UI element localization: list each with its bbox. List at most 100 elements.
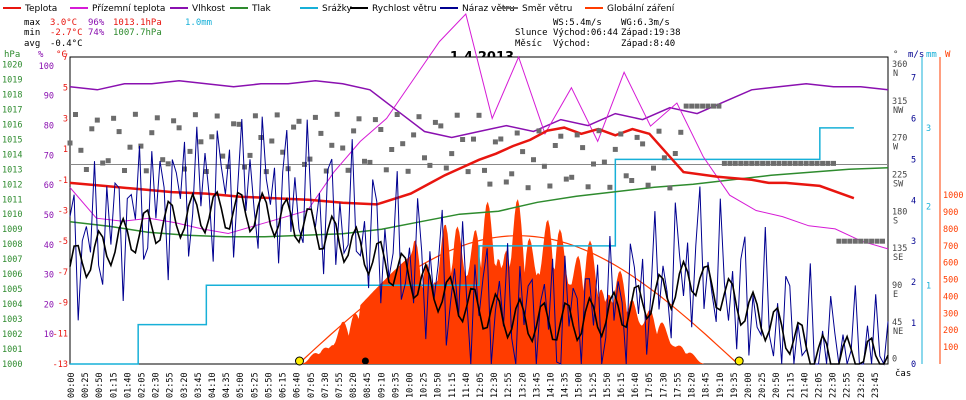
wind-dir-point [329,142,335,148]
radiation-area [301,199,704,364]
moonset-marker [361,357,369,365]
wind-dir-point [318,130,324,136]
wind-gust-line [69,116,889,366]
wind-dir-point [400,141,406,147]
wind-dir-point [601,159,607,165]
wind-dir-point [847,238,853,244]
stat-min-temp: -2.7°C [50,28,83,38]
wind-dir-point [503,179,509,185]
wind-dir-point [138,143,144,149]
ws-text: WS:5.4m/s [553,18,602,28]
x-tick-label: 19:10 [716,372,726,398]
temp-tick: -13 [53,360,68,370]
wind-dir-point [836,238,842,244]
wind-dir-point [83,167,89,172]
wind-dir-point [558,133,564,139]
wind-dir-point [814,160,820,166]
axis-name-wind: m/s [908,50,924,60]
x-tick-label: 15:25 [589,372,599,398]
wind-dir-point [765,160,771,166]
temp-tick: 3 [63,114,68,124]
x-tick-label: 18:20 [688,372,698,398]
x-tick-label: 12:55 [504,372,514,398]
temp-tick: -11 [53,329,68,339]
legend-label: Tlak [251,4,272,14]
pressure-tick: 1015 [2,135,22,145]
wind-tick: 1 [911,319,916,329]
temp-tick: -5 [58,237,68,247]
wind-speed-line [69,190,889,365]
pressure-tick: 1016 [2,120,22,130]
wind-dir-point [787,160,793,166]
wind-dir-point [509,171,515,177]
wind-dir-point [372,117,378,123]
legend-label: Teplota [24,4,57,14]
stat-max-hum: 96% [88,18,105,28]
radiation-tick: 300 [943,309,958,319]
temp-tick: -7 [58,268,68,278]
wind-dir-point [738,160,744,166]
wind-dir-point [700,103,706,109]
temp-tick: 5 [63,84,68,94]
x-tick-label: 00:25 [81,372,91,398]
wind-tick: 3 [911,237,916,247]
radiation-tick: 900 [943,208,958,218]
radiation-tick: 600 [943,259,958,269]
legend-item: Vlhkost [170,4,225,14]
wind-dir-point [852,238,858,244]
wind-dir-point [694,103,700,109]
precip-tick: 3 [926,124,931,134]
pressure-tick: 1004 [2,300,22,310]
radiation-tick: 200 [943,326,958,336]
wind-dir-point [127,144,133,150]
wind-dir-point [781,160,787,166]
x-tick-label: 13:45 [532,372,542,398]
wind-dir-point [143,168,149,174]
x-tick-label: 14:35 [561,372,571,398]
x-tick-label: 07:55 [335,372,345,398]
wind-dir-point [67,140,73,146]
humidity-line [69,80,889,139]
wind-dir-point [171,118,177,124]
direction-name: SW [893,180,904,190]
wind-dir-point [541,163,547,169]
wind-dir-point [378,127,384,132]
x-tick-label: 16:15 [617,372,627,398]
wind-dir-point [160,157,166,163]
stats-block: max 3.0°C 96% 1013.1hPa 1.0mm min -2.7°C 74% 100… [24,18,212,49]
wind-dir-point [820,160,826,166]
wind-dir-point [531,157,536,163]
wind-dir-point [416,114,422,120]
wind-dir-point [465,169,471,175]
legend-label: Přízemní teplota [92,4,165,14]
x-tick-label: 13:20 [518,372,528,398]
wind-dir-point [623,173,629,179]
pressure-tick: 1000 [2,360,22,370]
wind-dir-point [192,112,198,118]
wind-dir-point [443,165,449,171]
legend-item: Srážky [300,4,353,14]
wind-dir-point [105,158,111,164]
wind-dir-point [116,129,122,135]
wind-dir-point [432,119,438,125]
wind-dir-point [471,136,476,142]
direction-name: S [893,216,898,226]
x-tick-label: 20:25 [758,372,768,398]
sun-moon-info: WS:5.4m/s WG:6.3m/s Slunce Východ:06:44 Zápa… [515,18,681,49]
pressure-tick: 1017 [2,105,22,115]
sunset-text: Západ:19:38 [621,28,681,38]
wind-dir-point [356,116,362,122]
moonset-text: Západ:8:40 [621,39,675,49]
wind-dir-point [771,160,776,166]
wind-dir-point [580,145,586,151]
legend-label: Globální záření [607,4,675,14]
wind-dir-point [165,161,171,167]
x-tick-label: 20:50 [772,372,782,398]
stat-precip: 1.0mm [185,18,212,28]
pressure-line [69,167,889,238]
wind-dir-point [351,128,357,134]
pressure-tick: 1006 [2,270,22,280]
x-tick-label: 06:15 [279,372,289,398]
x-tick-label: 22:30 [829,372,839,398]
x-tick-label: 17:30 [659,372,669,398]
